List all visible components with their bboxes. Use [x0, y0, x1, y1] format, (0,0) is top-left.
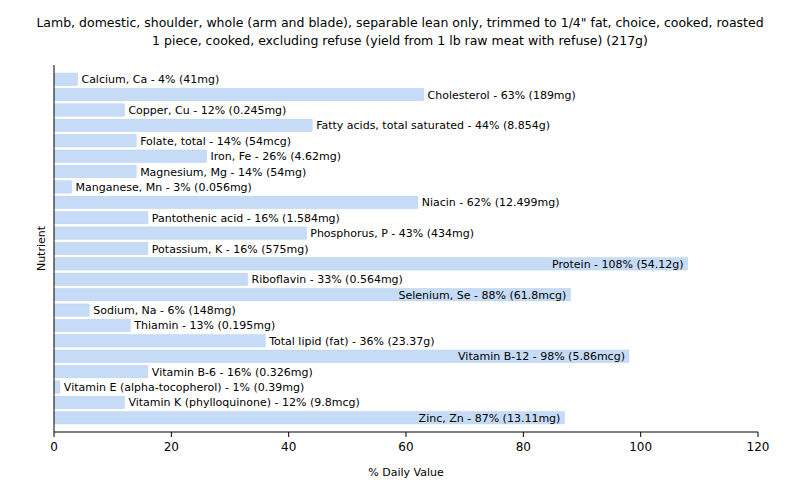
- title: Lamb, domestic, shoulder, whole (arm and…: [36, 15, 763, 30]
- x-tick-label: 40: [281, 440, 296, 454]
- x-tick-label: 100: [629, 440, 652, 454]
- x-tick: [288, 432, 289, 437]
- x-tick: [758, 432, 759, 437]
- x-tick-label: 0: [50, 440, 58, 454]
- bar-label: Thiamin - 13% (0.195mg): [133, 319, 275, 332]
- x-tick-label: 60: [398, 440, 413, 454]
- x-tick: [523, 432, 524, 437]
- bar-label: Vitamin B-6 - 16% (0.326mg): [152, 366, 313, 379]
- bar: [54, 227, 306, 239]
- bar: [54, 381, 60, 393]
- bar: [54, 258, 688, 270]
- bar-labels: Calcium, Ca - 4% (41mg) Cholesterol - 63%…: [64, 73, 684, 425]
- axes: 0 20 40 60 80 100 120: [50, 65, 769, 454]
- bar: [54, 165, 136, 177]
- x-tick-label: 80: [516, 440, 531, 454]
- bar: [54, 104, 124, 116]
- bar-label: Riboflavin - 33% (0.564mg): [252, 273, 403, 286]
- bar-label: Vitamin K (phylloquinone) - 12% (9.8mcg): [128, 396, 359, 409]
- background: [0, 0, 800, 500]
- bar-label: Protein - 108% (54.12g): [552, 258, 684, 271]
- bar: [54, 396, 124, 408]
- bar: [54, 335, 265, 347]
- x-tick: [171, 432, 172, 437]
- bar: [54, 365, 148, 377]
- chart: Lamb, domestic, shoulder, whole (arm and…: [0, 0, 800, 500]
- bar-label: Vitamin B-12 - 98% (5.86mcg): [458, 350, 625, 363]
- bar-label: Fatty acids, total saturated - 44% (8.85…: [316, 119, 550, 132]
- bar-label: Phosphorus, P - 43% (434mg): [310, 227, 474, 240]
- bar-label: Folate, total - 14% (54mcg): [140, 135, 291, 148]
- x-tick-label: 20: [164, 440, 179, 454]
- bar: [54, 135, 136, 147]
- subtitle: 1 piece, cooked, excluding refuse (yield…: [152, 33, 648, 48]
- y-axis-line: [54, 65, 55, 432]
- bar: [54, 289, 570, 301]
- bar-label: Pantothenic acid - 16% (1.584mg): [152, 212, 340, 225]
- y-axis-title: Nutrient: [35, 225, 48, 271]
- bar: [54, 319, 130, 331]
- x-tick: [640, 432, 641, 437]
- x-tick: [406, 432, 407, 437]
- bar: [54, 181, 72, 193]
- bar: [54, 150, 207, 162]
- bar: [54, 412, 564, 424]
- bar-label: Copper, Cu - 12% (0.245mg): [128, 104, 286, 117]
- bar: [54, 304, 89, 316]
- bar: [54, 196, 418, 208]
- bar: [54, 242, 148, 254]
- bar: [54, 88, 424, 100]
- bar-label: Calcium, Ca - 4% (41mg): [81, 73, 219, 86]
- bar: [54, 119, 312, 131]
- bar-label: Vitamin E (alpha-tocopherol) - 1% (0.39m…: [64, 381, 304, 394]
- bar-label: Manganese, Mn - 3% (0.056mg): [76, 181, 252, 194]
- x-axis-title: % Daily Value: [368, 466, 444, 479]
- bar-label: Niacin - 62% (12.499mg): [422, 196, 560, 209]
- bar: [54, 350, 629, 362]
- bars: [54, 73, 688, 424]
- bar-label: Magnesium, Mg - 14% (54mg): [140, 166, 306, 179]
- bar-label: Total lipid (fat) - 36% (23.37g): [268, 335, 434, 348]
- bar: [54, 212, 148, 224]
- bar-label: Cholesterol - 63% (189mg): [428, 89, 576, 102]
- x-tick: [54, 432, 55, 437]
- x-tick-label: 120: [747, 440, 770, 454]
- bar: [54, 73, 77, 85]
- bar-label: Iron, Fe - 26% (4.62mg): [211, 150, 341, 163]
- bar-label: Potassium, K - 16% (575mg): [152, 243, 309, 256]
- bar-label: Selenium, Se - 88% (61.8mcg): [399, 289, 567, 302]
- bar: [54, 273, 248, 285]
- bar-label: Sodium, Na - 6% (148mg): [93, 304, 236, 317]
- bar-label: Zinc, Zn - 87% (13.11mg): [419, 412, 561, 425]
